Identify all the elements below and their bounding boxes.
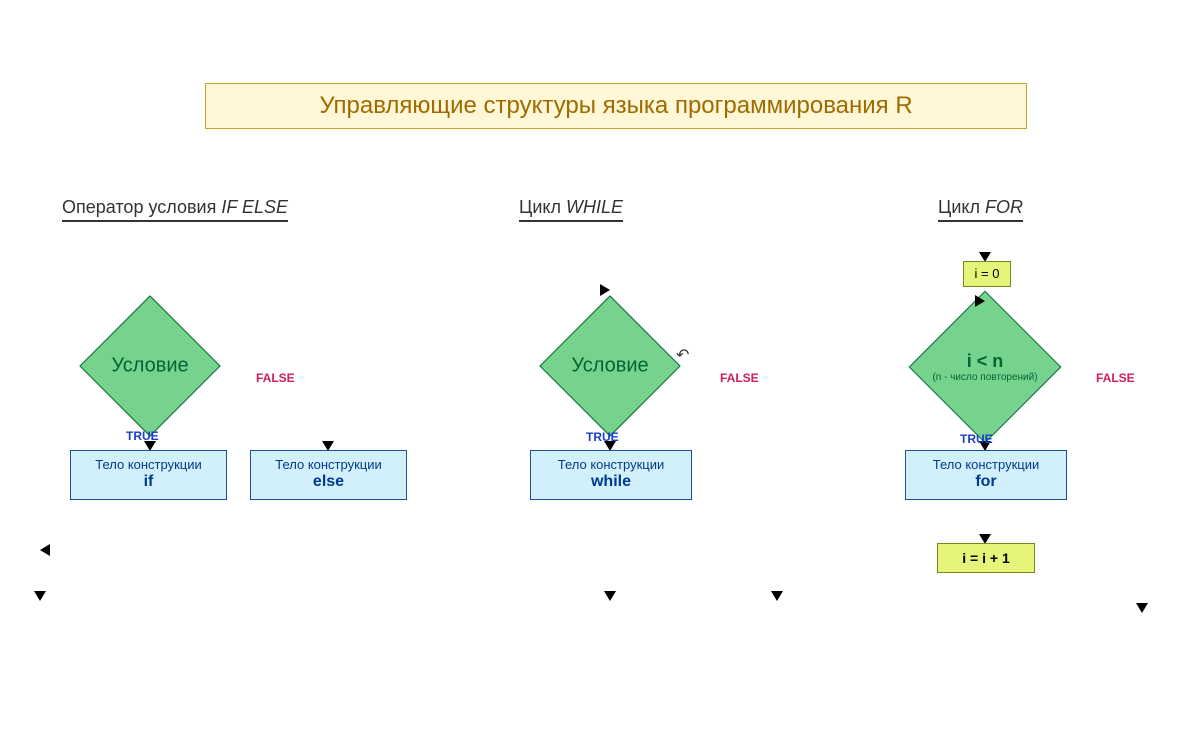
false-label: FALSE [1096,371,1135,385]
section-title-while: Цикл WHILE [519,197,623,222]
arrow-icon [604,591,616,601]
section-title-text: Цикл [519,197,566,217]
process-label: Тело конструкции [906,458,1066,473]
arrow-icon [600,284,610,296]
section-title-ifelse: Оператор условия IF ELSE [62,197,288,222]
decision-ifelse: Условие [100,316,200,416]
page-title: Управляющие структуры языка программиров… [205,83,1027,129]
process-keyword: if [71,473,226,491]
false-label: FALSE [720,371,759,385]
arrow-icon [975,295,985,307]
decision-label: i < n (n - число повторений) [899,351,1072,383]
process-label: Тело конструкции [531,458,691,473]
arrow-icon [1136,603,1148,613]
section-title-keyword: FOR [985,197,1023,217]
process-else: Тело конструкции else [250,450,407,500]
decision-label: Условие [530,355,690,378]
arrow-icon [771,591,783,601]
process-if: Тело конструкции if [70,450,227,500]
cond-main: i < n [899,351,1072,372]
true-label: TRUE [960,432,993,446]
true-label: TRUE [586,430,619,444]
process-for: Тело конструкции for [905,450,1067,500]
process-for-init: i = 0 [963,261,1011,287]
process-for-incr: i = i + 1 [937,543,1035,573]
decision-while: Условие [560,316,660,416]
decision-label: Условие [70,355,230,378]
true-label: TRUE [126,429,159,443]
section-title-keyword: IF ELSE [221,197,288,217]
cond-sub: (n - число повторений) [899,372,1072,384]
section-title-keyword: WHILE [566,197,623,217]
process-while: Тело конструкции while [530,450,692,500]
false-label: FALSE [256,371,295,385]
init-label: i = 0 [964,267,1010,282]
process-keyword: else [251,473,406,491]
arrow-icon [40,544,50,556]
decision-for: i < n (n - число повторений) [931,313,1039,421]
section-title-text: Оператор условия [62,197,221,217]
process-label: Тело конструкции [71,458,226,473]
arrow-icon [34,591,46,601]
process-keyword: while [531,473,691,491]
section-title-text: Цикл [938,197,985,217]
cursor-icon: ↶ [676,345,689,365]
process-keyword: for [906,473,1066,491]
section-title-for: Цикл FOR [938,197,1023,222]
process-label: Тело конструкции [251,458,406,473]
incr-label: i = i + 1 [938,550,1034,566]
